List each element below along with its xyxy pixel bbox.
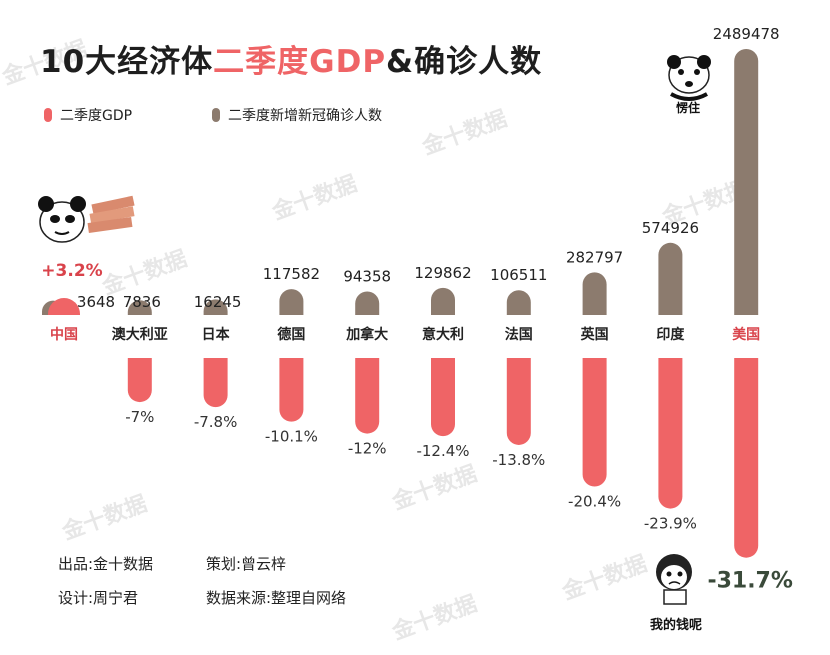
legend-swatch-gdp xyxy=(44,108,52,122)
gdp-bar xyxy=(431,358,455,437)
legend-item-cases: 二季度新增新冠确诊人数 xyxy=(212,105,382,125)
gdp-bar xyxy=(734,358,759,558)
gdp-bar xyxy=(48,298,80,315)
category-label: 印度 xyxy=(656,326,685,343)
cases-value-label: 7836 xyxy=(123,293,161,311)
chart-title: 10大经济体二季度GDP&确诊人数 xyxy=(40,36,542,81)
credit-designer: 设计:周宁君 xyxy=(58,589,139,607)
cases-value-label: 117582 xyxy=(263,265,320,283)
cases-value-label: 129862 xyxy=(414,264,471,282)
gdp-value-label: +3.2% xyxy=(41,261,102,281)
panda-crying-icon xyxy=(656,554,692,605)
gdp-value-label: -31.7% xyxy=(707,569,792,594)
title-part-2: 二季度GDP xyxy=(213,44,387,80)
category-label: 意大利 xyxy=(422,326,464,343)
gdp-bar xyxy=(203,358,228,408)
gdp-bar xyxy=(127,358,152,403)
title-part-1: 10大经济体 xyxy=(40,44,214,80)
category-label: 法国 xyxy=(505,326,533,343)
cases-bar xyxy=(658,242,683,315)
gdp-value-label: -7% xyxy=(125,408,154,426)
gdp-bar xyxy=(582,358,607,487)
cases-value-label: 106511 xyxy=(490,266,547,284)
cases-bar xyxy=(582,272,607,315)
category-label: 加拿大 xyxy=(345,326,388,343)
credit-producer: 出品:金十数据 xyxy=(58,555,154,573)
emoji-caption-stunned: 愣住 xyxy=(676,101,701,115)
gdp-bar xyxy=(279,358,304,422)
category-label: 日本 xyxy=(202,326,231,343)
gdp-value-label: -7.8% xyxy=(194,413,238,431)
gdp-value-label: -23.9% xyxy=(644,515,697,533)
cases-bar xyxy=(127,300,152,315)
cases-bar xyxy=(203,299,228,315)
category-label: 英国 xyxy=(580,326,609,343)
legend-item-gdp: 二季度GDP xyxy=(44,105,132,125)
cases-bar xyxy=(431,287,455,315)
cases-value-label: 2489478 xyxy=(713,25,780,43)
cases-bar xyxy=(506,290,531,315)
cases-bar xyxy=(355,291,380,315)
cases-value-label: 3648 xyxy=(77,293,115,311)
gdp-bar xyxy=(658,358,683,509)
category-label: 美国 xyxy=(732,326,760,343)
gdp-value-label: -13.8% xyxy=(492,451,545,469)
panda-money-icon xyxy=(36,195,136,248)
gdp-bar xyxy=(355,358,380,434)
emoji-caption-money: 我的钱呢 xyxy=(650,618,703,633)
legend-label-cases: 二季度新增新冠确诊人数 xyxy=(228,108,382,124)
legend-swatch-cases xyxy=(212,108,220,122)
cases-value-label: 574926 xyxy=(642,219,699,237)
panda-stunned-icon xyxy=(667,55,711,101)
gdp-bar xyxy=(506,358,531,445)
credit-source: 数据来源:整理自网络 xyxy=(206,589,347,607)
cases-value-label: 282797 xyxy=(566,248,623,266)
title-part-3: &确诊人数 xyxy=(386,44,543,80)
category-label: 中国 xyxy=(50,326,78,343)
cases-value-label: 94358 xyxy=(343,267,391,285)
legend-label-gdp: 二季度GDP xyxy=(60,108,133,124)
category-label: 德国 xyxy=(277,326,305,343)
cases-bar xyxy=(279,289,304,315)
gdp-value-label: -10.1% xyxy=(265,428,318,446)
gdp-value-label: -12% xyxy=(348,440,387,458)
cases-value-label: 16245 xyxy=(194,293,242,311)
cases-bar xyxy=(734,49,759,315)
credit-planner: 策划:曾云梓 xyxy=(206,555,287,573)
gdp-value-label: -20.4% xyxy=(568,493,621,511)
category-label: 澳大利亚 xyxy=(112,326,168,343)
gdp-value-label: -12.4% xyxy=(416,442,469,460)
